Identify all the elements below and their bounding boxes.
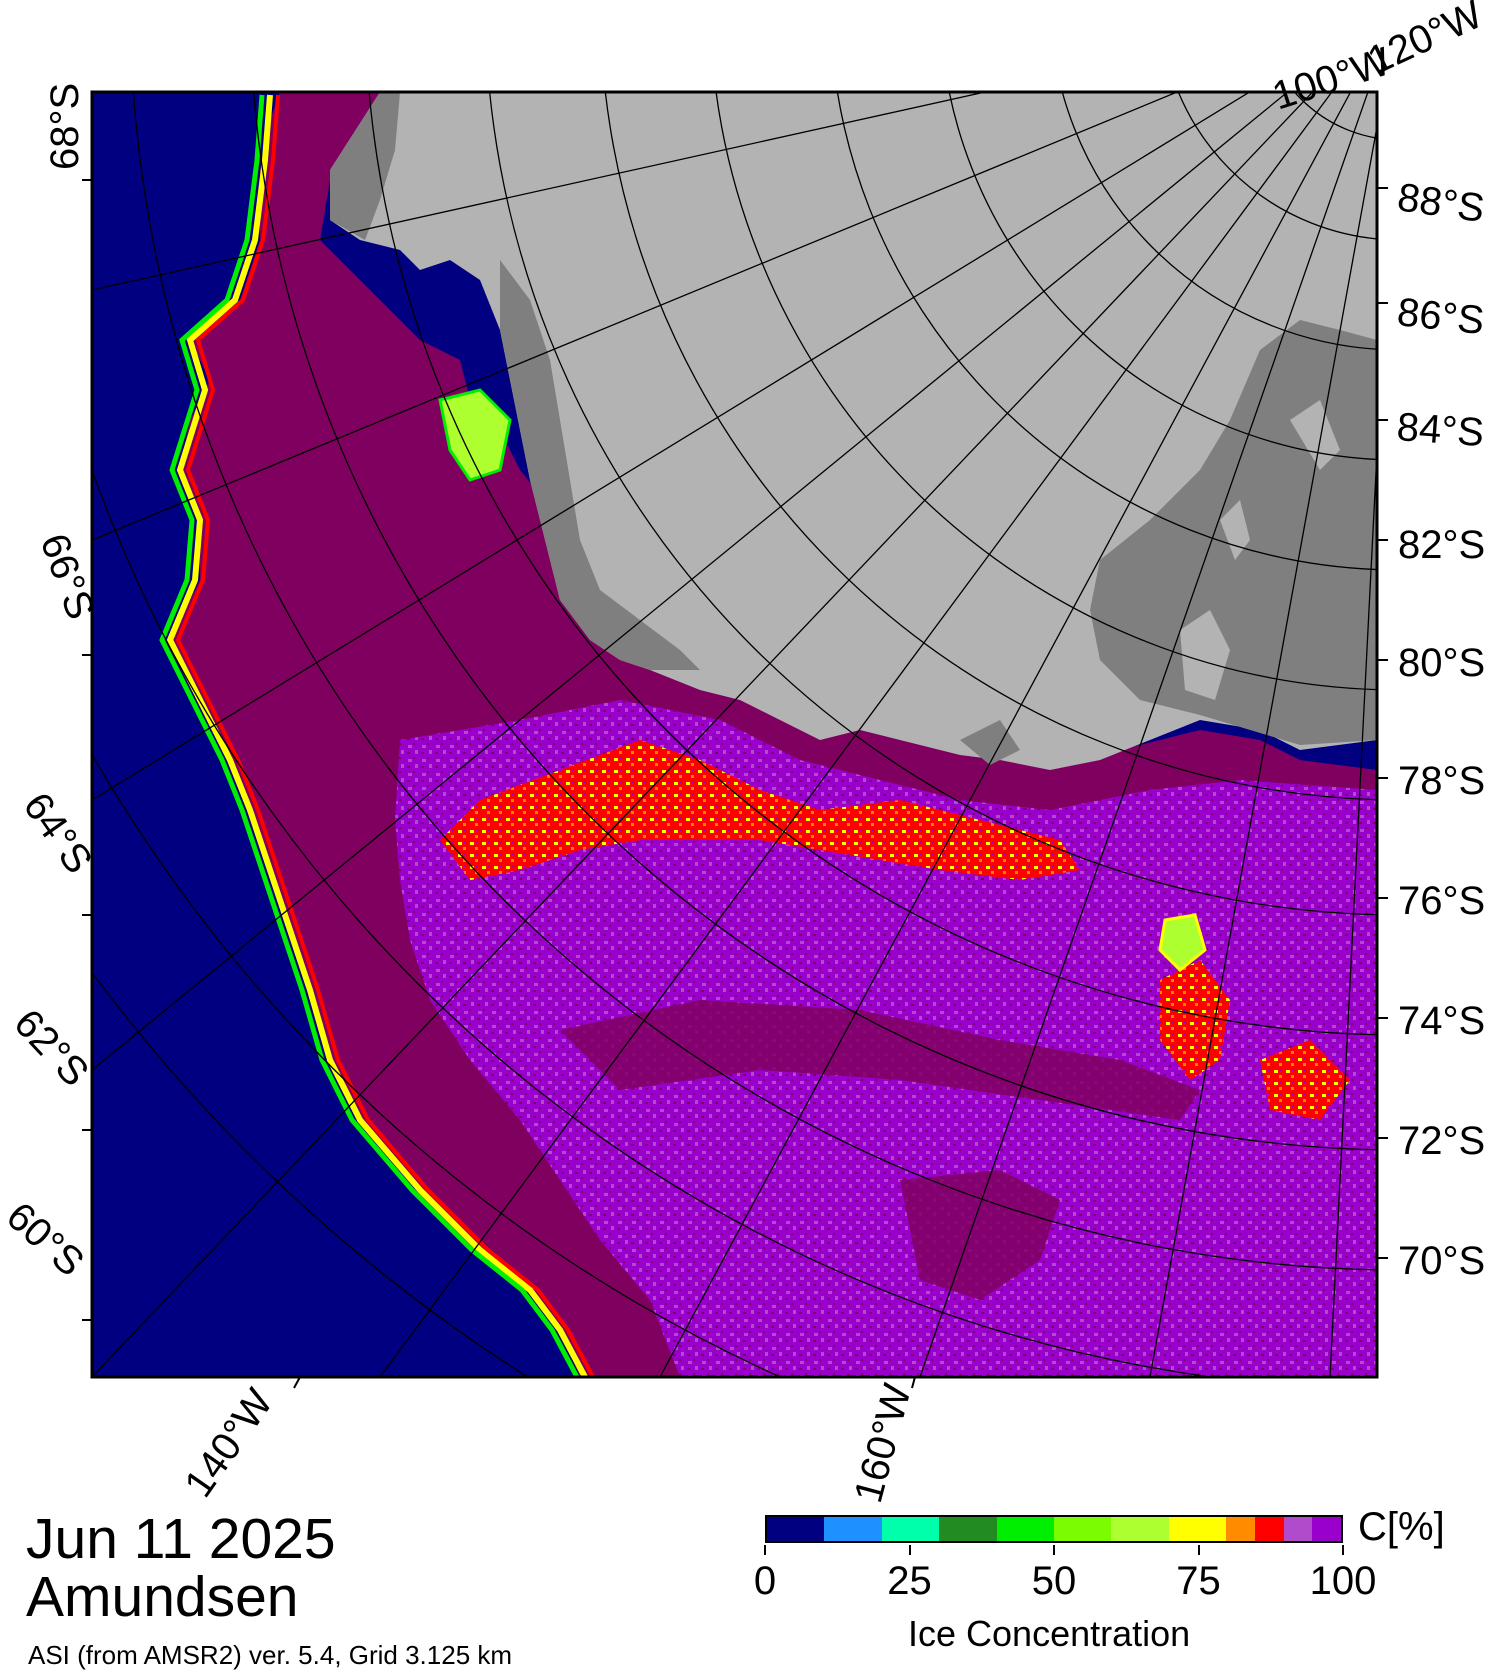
legend-swatch <box>767 1517 825 1541</box>
legend-swatch <box>824 1517 882 1541</box>
legend-swatch <box>1254 1517 1284 1541</box>
legend-tick <box>764 1545 766 1555</box>
legend-swatch <box>1111 1517 1169 1541</box>
legend-tick <box>1197 1545 1200 1555</box>
lat-label: 74°S <box>1398 999 1485 1043</box>
graticule <box>92 92 1377 1377</box>
land-ice-patch <box>1180 610 1230 700</box>
legend-tick <box>1342 1545 1344 1555</box>
land-ice-patch <box>1220 500 1250 560</box>
legend-tick-label: 0 <box>753 1559 777 1603</box>
source-caption: ASI (from AMSR2) ver. 5.4, Grid 3.125 km <box>28 1640 513 1670</box>
legend-colorbar <box>765 1515 1343 1543</box>
lat-label: 86°S <box>1395 290 1486 343</box>
lat-label: 84°S <box>1395 405 1485 455</box>
lon-label: 140°W <box>176 1381 281 1505</box>
legend-tick <box>1053 1545 1055 1555</box>
lat-label: 88°S <box>1395 175 1487 231</box>
legend-swatch <box>1226 1517 1255 1541</box>
legend-tick-label: 75 <box>1176 1559 1221 1603</box>
sea-ice-low-zone <box>1260 1040 1350 1120</box>
map-layers <box>92 92 1377 1377</box>
legend-tick-label: 25 <box>887 1559 932 1603</box>
lat-label: 70°S <box>1398 1239 1485 1283</box>
coastal-patch <box>1158 913 1207 973</box>
lat-label: 80°S <box>1398 641 1485 685</box>
legend-swatch <box>1168 1517 1227 1541</box>
title-block: Jun 11 2025 Amundsen <box>26 1510 336 1626</box>
map-frame <box>90 90 1379 1379</box>
sea-ice-band <box>560 1000 1200 1120</box>
legend-swatch <box>996 1517 1055 1541</box>
marginal-ice-edge <box>166 94 588 1377</box>
legend-title: Ice Concentration <box>908 1613 1191 1654</box>
legend-swatch <box>1312 1517 1342 1541</box>
land-ice-patch <box>1290 400 1340 470</box>
legend-unit: C[%] <box>1358 1505 1445 1549</box>
lat-label: 78°S <box>1398 759 1485 803</box>
legend-tick-label: 50 <box>1031 1559 1077 1603</box>
lat-label: 68°S <box>43 83 87 170</box>
lat-label: 60°S <box>0 1194 92 1285</box>
sea-ice-band <box>900 1170 1060 1300</box>
legend-tick <box>908 1545 911 1555</box>
lat-label: 82°S <box>1398 523 1485 567</box>
axis-ticks <box>82 179 1388 1389</box>
land-dark <box>500 260 700 670</box>
land-dark <box>960 720 1020 765</box>
latitude-labels-right: 88°S 86°S 84°S 82°S 80°S 78°S 76°S 74°S … <box>1395 175 1487 1283</box>
map-date: Jun 11 2025 <box>26 1507 336 1571</box>
lat-label: 72°S <box>1398 1119 1485 1163</box>
lon-label: 120°W <box>1361 0 1489 83</box>
sea-ice-low-zone <box>440 740 1080 880</box>
legend-swatch <box>881 1517 940 1541</box>
lat-label: 62°S <box>5 1001 97 1095</box>
legend-swatch <box>1054 1517 1112 1541</box>
lat-label: 76°S <box>1398 879 1485 923</box>
lon-label: 160°W <box>846 1379 920 1507</box>
map-region: Amundsen <box>26 1565 299 1629</box>
legend-tick-label: 100 <box>1309 1559 1377 1603</box>
coastal-patch <box>438 388 512 482</box>
sea-ice-low-zone <box>1160 960 1230 1080</box>
color-legend: C[%] 0 25 50 75 100 Ice Concentration <box>754 1505 1485 1665</box>
legend-swatch <box>1283 1517 1313 1541</box>
marginal-ice-edge <box>175 94 595 1377</box>
lat-label: 64°S <box>15 785 101 882</box>
land-dark <box>330 92 400 240</box>
latitude-labels-left: 68°S 66°S 64°S 62°S 60°S <box>0 83 103 1285</box>
legend-swatch <box>939 1517 997 1541</box>
marginal-ice-edge <box>159 94 580 1377</box>
